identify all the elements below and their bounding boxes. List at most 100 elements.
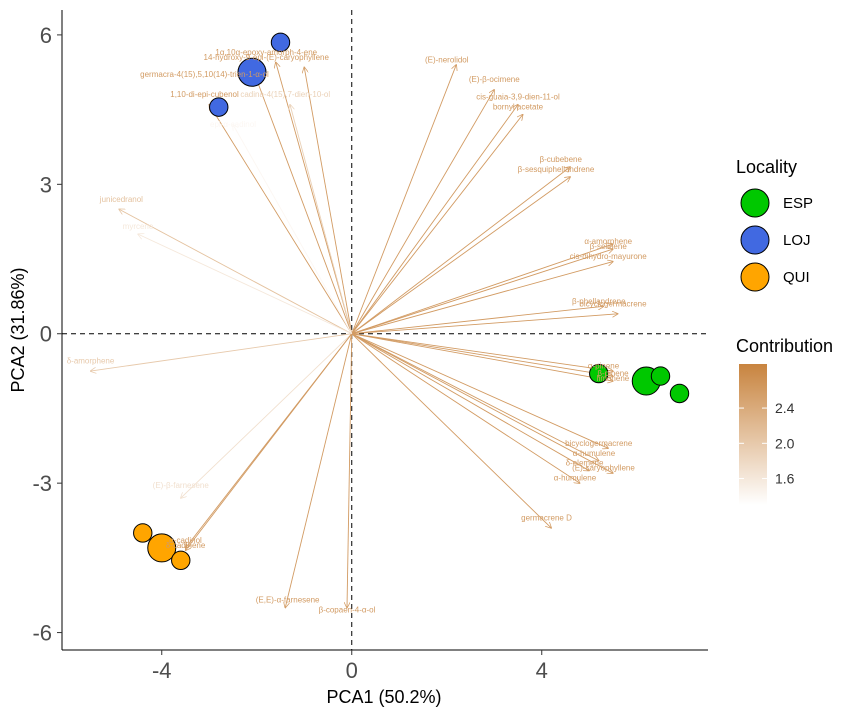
variable-label: (E)-nerolidol	[425, 55, 469, 64]
variable-label: δ-amorphene	[67, 357, 115, 366]
variable-label: junicedranol	[99, 195, 143, 204]
variable-arrow	[351, 333, 613, 381]
variable-label: α-amorphene	[584, 237, 632, 246]
sample-point-loj	[237, 57, 267, 87]
variable-label: cis-dihydro-mayurone	[570, 252, 647, 261]
variable-label: (E)-caryophyllene	[572, 464, 635, 473]
variable-arrow	[351, 314, 618, 335]
variable-arrow	[351, 115, 523, 335]
variable-label: (E)-β-farnesene	[153, 481, 210, 490]
variable-label: δ-elemene	[566, 459, 604, 468]
variable-label: α-humulene	[573, 449, 616, 458]
variable-arrow	[233, 125, 353, 334]
variable-arrow	[351, 65, 457, 334]
variable-label: 14-hydroxy-9-epi-(E)-caryophyllene	[204, 53, 330, 62]
variable-arrow	[351, 333, 613, 371]
variable-label: δ-cadinene	[166, 541, 206, 550]
y-tick-label: 6	[40, 23, 52, 48]
variable-label: β-cubebene	[540, 155, 583, 164]
variable-arrow	[181, 333, 353, 498]
variable-arrow	[285, 333, 353, 608]
sample-points	[133, 32, 690, 571]
variable-label: β-copaen-4-α-ol	[319, 606, 376, 615]
variable-label: β-selinene	[590, 242, 628, 251]
variable-arrow	[347, 333, 353, 608]
variable-label: bornyl acetate	[493, 103, 544, 112]
variable-arrow	[351, 249, 613, 335]
variable-arrow	[351, 333, 552, 528]
variable-label: (E,E)-α-farnesene	[256, 596, 320, 605]
variable-arrow	[351, 262, 613, 335]
contribution-colorbar	[739, 364, 767, 505]
variable-label: bicyclogermacrene	[579, 299, 647, 308]
variable-label: limonene	[597, 374, 630, 383]
x-axis-title: PCA1 (50.2%)	[326, 687, 441, 707]
legend-key-loj	[740, 225, 770, 255]
variable-label: cadina-4(15),7-dien-10-ol	[240, 90, 330, 99]
variable-arrow	[351, 105, 518, 334]
variable-label: germacrene D	[521, 514, 572, 523]
variable-label: epi-α-cadinol	[210, 120, 256, 129]
y-tick-label: 0	[40, 322, 52, 347]
variable-label: β-sesquiphellandrene	[518, 165, 595, 174]
sample-point-loj	[209, 97, 229, 117]
plot-panel: (E)-nerolidol (E)-β-ocimene cis-guaia-3,9-…	[62, 10, 708, 650]
variable-arrow	[351, 90, 495, 334]
sample-point-qui	[171, 550, 191, 571]
variable-arrow	[257, 80, 353, 334]
sample-point-esp	[669, 383, 690, 404]
variable-arrow	[138, 234, 352, 335]
legend-label-esp: ESP	[783, 195, 813, 212]
sample-point-qui	[147, 533, 177, 563]
y-tick-label: 3	[40, 172, 52, 197]
sample-point-loj	[270, 32, 291, 53]
sample-point-esp	[650, 366, 671, 386]
axes: -4 0 4 -6 -3 0 3 6	[32, 10, 708, 683]
variable-arrow	[351, 167, 571, 335]
legend-key-esp	[740, 188, 770, 218]
variable-label: α-pinene	[588, 362, 620, 371]
variable-arrow	[351, 306, 604, 335]
variable-arrow	[351, 333, 613, 473]
variable-arrow	[351, 333, 590, 471]
colorbar-tick-label: 2.4	[775, 400, 795, 416]
variable-arrow	[351, 244, 613, 335]
variable-label: cis-guaia-3,9-dien-11-ol	[476, 93, 560, 102]
variable-label: α-cadinol	[169, 536, 202, 545]
variable-label: 1α,10α-epoxy-amorph-4-ene	[215, 48, 317, 57]
y-axis-title: PCA2 (31.86%)	[8, 267, 28, 392]
legend-label-loj: LOJ	[783, 232, 811, 249]
x-tick-label: -4	[152, 658, 172, 683]
variable-label: bicyclogermacrene	[565, 439, 633, 448]
locality-legend-title: Locality	[736, 157, 797, 177]
y-tick-label: -6	[32, 621, 52, 646]
sample-point-qui	[133, 523, 153, 543]
variable-arrow	[351, 333, 609, 449]
contribution-legend-title: Contribution	[736, 336, 833, 356]
variable-label: 1,10-di-epi-cubenol	[170, 90, 239, 99]
variable-arrow	[351, 333, 613, 376]
x-tick-label: 4	[536, 658, 548, 683]
variable-arrow	[304, 67, 353, 334]
variable-label: α-humulene	[554, 474, 597, 483]
variable-arrow	[91, 333, 352, 371]
legend-label-qui: QUI	[783, 269, 810, 286]
variable-arrow	[290, 105, 353, 334]
variable-arrow	[351, 177, 571, 335]
colorbar-tick-label: 1.6	[775, 471, 795, 487]
locality-legend: Locality ESP LOJ QUI	[736, 157, 813, 292]
variable-arrow	[351, 333, 580, 483]
variable-label: β-pinene	[597, 369, 629, 378]
variable-arrows	[91, 62, 618, 607]
sample-point-esp	[589, 363, 609, 384]
variable-label: (E)-β-ocimene	[469, 75, 520, 84]
variable-label: myrcene	[123, 222, 154, 231]
variable-arrow	[119, 209, 352, 335]
variable-label: β-phellandrene	[572, 297, 626, 306]
variable-labels: (E)-nerolidol (E)-β-ocimene cis-guaia-3,9-…	[67, 48, 648, 615]
y-tick-label: -3	[32, 471, 52, 496]
variable-arrow	[209, 105, 353, 334]
variable-arrow	[351, 333, 599, 461]
colorbar-tick-label: 2.0	[775, 435, 795, 451]
